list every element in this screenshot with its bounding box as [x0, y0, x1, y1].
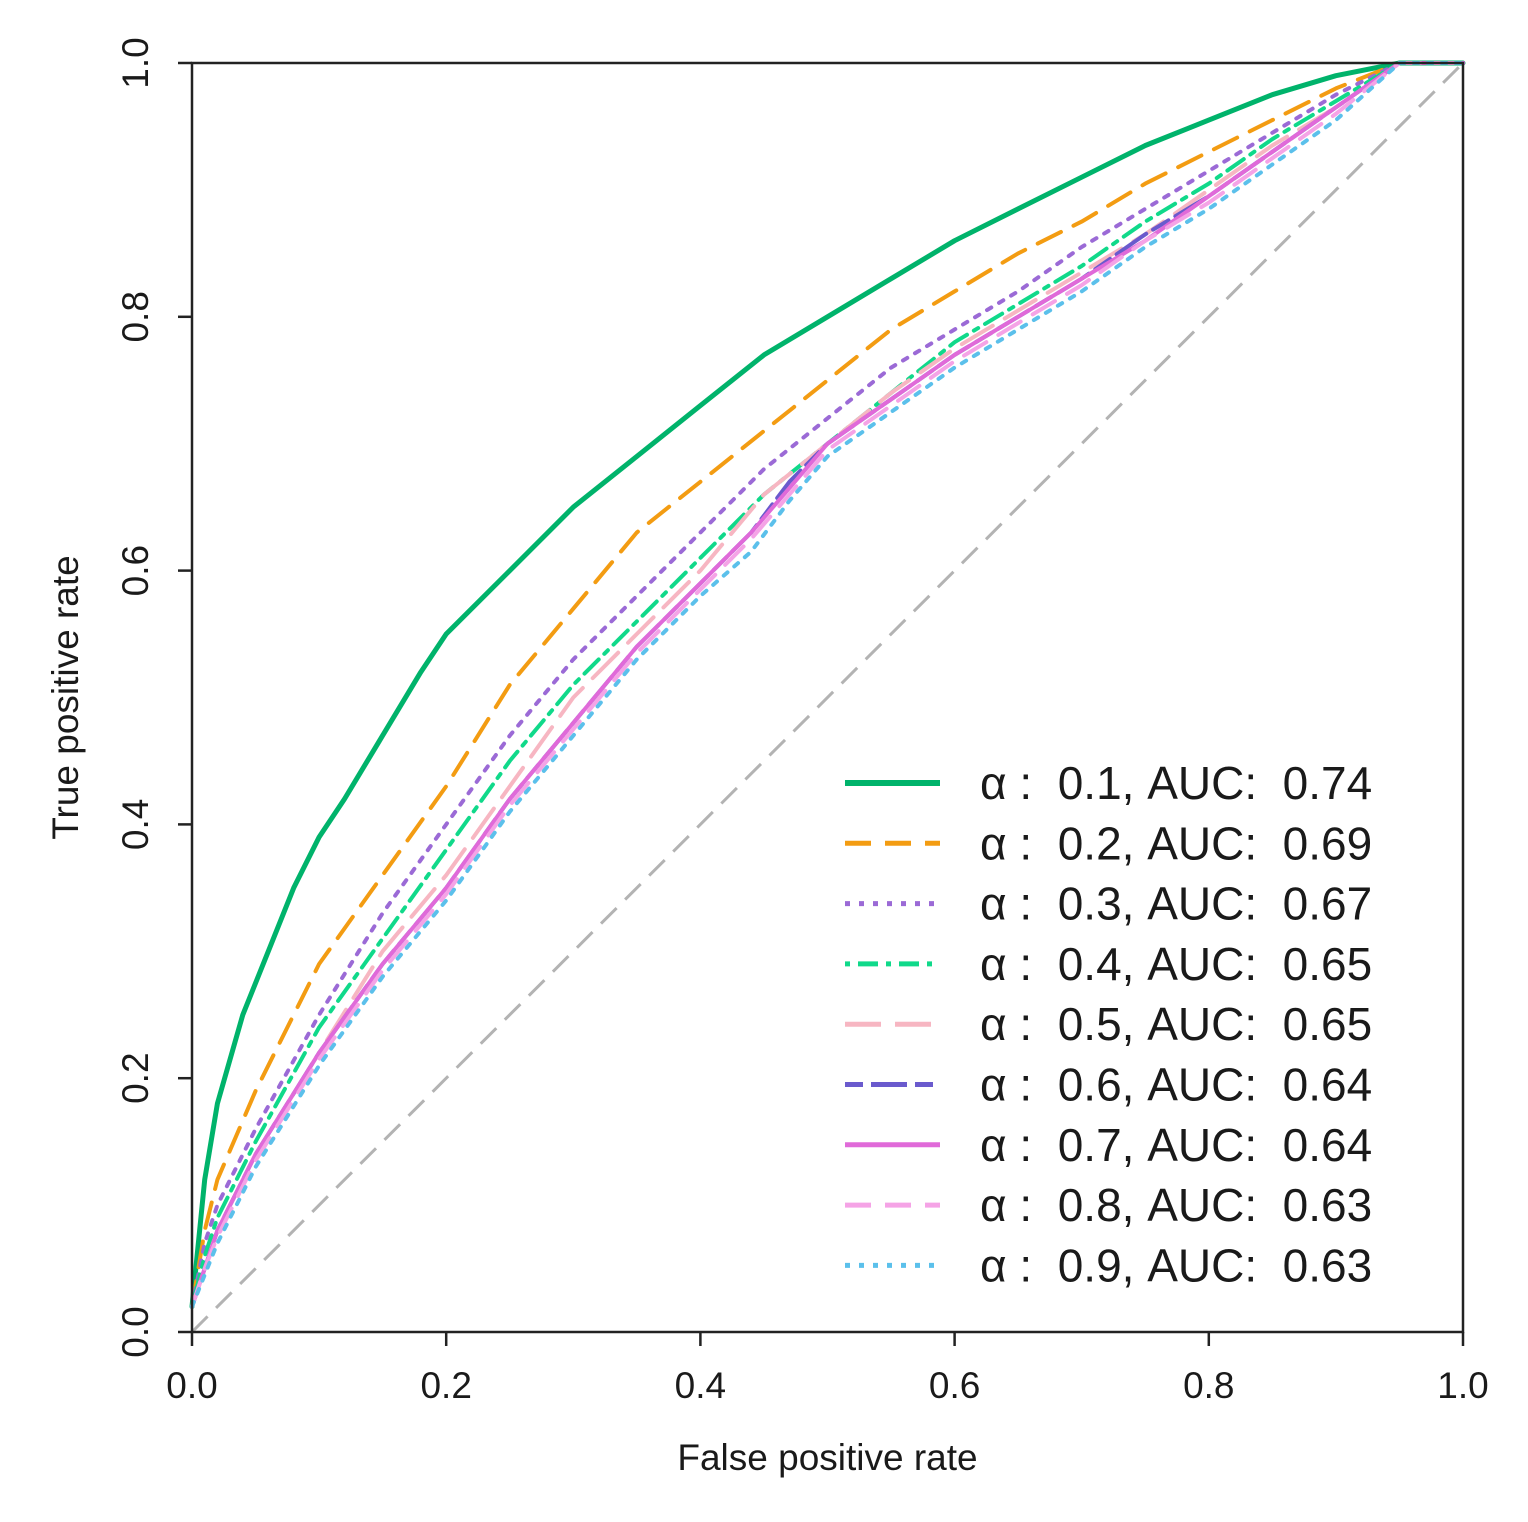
legend: α : 0.1, AUC: 0.74 α : 0.2, AUC: 0.69 α : …	[845, 757, 1372, 1291]
series-line-alpha-0.1	[189, 60, 1466, 1310]
legend-item-label: α : 0.3, AUC: 0.67	[980, 878, 1372, 930]
y-tick-label: 0.8	[115, 291, 156, 342]
x-tick-label: 0.2	[420, 1365, 471, 1406]
series-line-alpha-0.2	[190, 61, 1465, 1309]
legend-item-label: α : 0.7, AUC: 0.64	[980, 1119, 1372, 1171]
y-axis-title: True positive rate	[45, 555, 86, 839]
x-axis-title: False positive rate	[677, 1437, 977, 1478]
x-tick-label: 0.0	[166, 1365, 217, 1406]
x-tick-label: 0.6	[929, 1365, 980, 1406]
reference-diagonal-line	[190, 61, 1465, 1334]
x-tick-label: 0.8	[1183, 1365, 1234, 1406]
legend-item-label: α : 0.8, AUC: 0.63	[980, 1179, 1372, 1231]
plot-lines	[189, 60, 1466, 1334]
y-tick-label: 0.0	[115, 1306, 156, 1357]
legend-item-label: α : 0.4, AUC: 0.65	[980, 938, 1372, 990]
series-line-alpha-0.3	[190, 61, 1465, 1309]
x-tick-label: 0.4	[675, 1365, 726, 1406]
legend-item-label: α : 0.6, AUC: 0.64	[980, 1059, 1372, 1111]
plot-frame	[190, 61, 1465, 1334]
legend-item-label: α : 0.5, AUC: 0.65	[980, 998, 1372, 1050]
series-line-alpha-0.7	[190, 61, 1465, 1309]
legend-item-label: α : 0.9, AUC: 0.63	[980, 1239, 1372, 1291]
x-tick-label: 1.0	[1437, 1365, 1488, 1406]
series-line-alpha-0.8	[190, 61, 1465, 1309]
y-axis: 0.0 0.2 0.4 0.6 0.8 1.0	[115, 37, 192, 1358]
y-tick-label: 0.6	[115, 545, 156, 596]
legend-item-label: α : 0.1, AUC: 0.74	[980, 757, 1372, 809]
x-axis: 0.0 0.2 0.4 0.6 0.8 1.0	[166, 1332, 1489, 1406]
y-tick-label: 0.4	[115, 799, 156, 850]
series-line-alpha-0.5	[190, 61, 1465, 1309]
y-tick-label: 0.2	[115, 1052, 156, 1103]
series-line-alpha-0.9	[190, 61, 1465, 1309]
legend-item-label: α : 0.2, AUC: 0.69	[980, 817, 1372, 869]
y-tick-label: 1.0	[115, 37, 156, 88]
